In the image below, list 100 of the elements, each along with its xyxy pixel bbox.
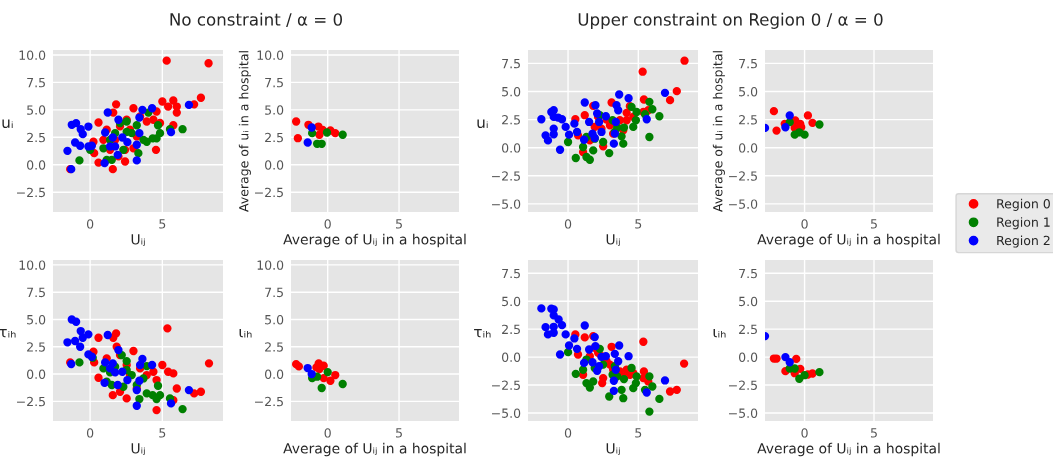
point [129, 346, 138, 356]
point [103, 330, 112, 340]
point [589, 146, 598, 155]
point [549, 328, 558, 337]
y-tick-label: −2.5 [729, 171, 757, 181]
point [129, 104, 138, 113]
point [152, 405, 161, 415]
y-tick-label: −5.0 [492, 199, 521, 209]
point [598, 378, 607, 388]
point [123, 137, 132, 147]
point [110, 368, 120, 377]
point [645, 132, 654, 142]
chart-title: No constraint / α = 0 [170, 12, 343, 28]
point [561, 122, 570, 132]
point [75, 156, 84, 165]
y-tick-label: 0.0 [265, 160, 284, 170]
point [338, 130, 347, 139]
point [588, 358, 597, 367]
point [645, 97, 654, 106]
point [615, 341, 624, 350]
point [326, 376, 335, 385]
point [631, 378, 641, 388]
point [99, 144, 108, 153]
y-tick-label: −2.5 [729, 380, 757, 390]
point [75, 141, 85, 150]
point [100, 358, 110, 367]
y-tick-label: 5.0 [739, 86, 758, 97]
y-tick-label: −2.5 [492, 171, 520, 181]
point [123, 375, 132, 385]
x-tick-label: 0 [564, 219, 572, 229]
point [619, 394, 628, 403]
point [624, 352, 633, 361]
x-tick-label: 0 [324, 219, 331, 229]
legend-label: Region 2 [997, 235, 1050, 248]
point [303, 138, 312, 147]
point [564, 130, 574, 139]
point [672, 385, 681, 394]
point [624, 94, 633, 103]
point [155, 128, 165, 138]
point [589, 377, 598, 386]
point [331, 370, 340, 380]
point [557, 320, 567, 330]
y-tick-label: −2.5 [17, 187, 45, 198]
y-tick-label: 2.5 [502, 115, 520, 125]
point [178, 125, 187, 134]
point [619, 139, 628, 148]
y-tick-label: 0.0 [27, 160, 46, 170]
point [84, 330, 93, 339]
point [163, 367, 173, 376]
point [132, 401, 141, 410]
point [815, 368, 824, 377]
point [584, 117, 594, 127]
point [642, 115, 651, 124]
y-axis-title: uᵢ [477, 119, 488, 129]
point [785, 111, 794, 120]
y-tick-label: 7.5 [502, 59, 520, 69]
point [172, 384, 181, 393]
y-tick-label: −5.0 [729, 199, 758, 209]
y-axis-title: uᵢ [2, 119, 13, 129]
y-tick-label: 0.0 [502, 352, 521, 363]
point [570, 334, 579, 343]
point [331, 128, 340, 138]
y-tick-label: 0.0 [502, 143, 521, 153]
point [571, 153, 580, 163]
point [155, 390, 165, 400]
x-tick-label: 5 [396, 428, 402, 438]
point [609, 139, 619, 148]
point [103, 108, 112, 117]
x-tick-label: 5 [870, 219, 877, 229]
point [571, 369, 580, 379]
point [580, 321, 589, 330]
x-tick-label: 5 [635, 428, 642, 438]
point [132, 121, 141, 130]
point [580, 98, 589, 107]
point [118, 367, 127, 376]
point [135, 394, 144, 404]
point [541, 322, 550, 332]
point [769, 106, 779, 116]
point [114, 115, 123, 124]
y-tick-label: 5.0 [265, 105, 284, 115]
y-tick-label: 5.0 [502, 86, 521, 97]
point [158, 360, 167, 370]
x-axis-title: Average of Uᵢⱼ in a hospital [283, 233, 466, 248]
point [645, 407, 654, 416]
point [549, 130, 558, 139]
point [147, 360, 157, 370]
point [135, 376, 144, 385]
point [71, 118, 81, 128]
point [609, 376, 619, 385]
y-tick-label: 2.5 [265, 132, 283, 143]
point [158, 97, 167, 106]
x-tick-label: 5 [159, 428, 166, 438]
y-tick-label: −5.0 [492, 408, 521, 418]
point [572, 344, 582, 353]
point [75, 342, 85, 351]
point [317, 383, 326, 393]
chart-title: Upper constraint on Region 0 / α = 0 [578, 12, 883, 29]
point [204, 359, 214, 368]
point [597, 127, 606, 137]
point [557, 115, 567, 124]
